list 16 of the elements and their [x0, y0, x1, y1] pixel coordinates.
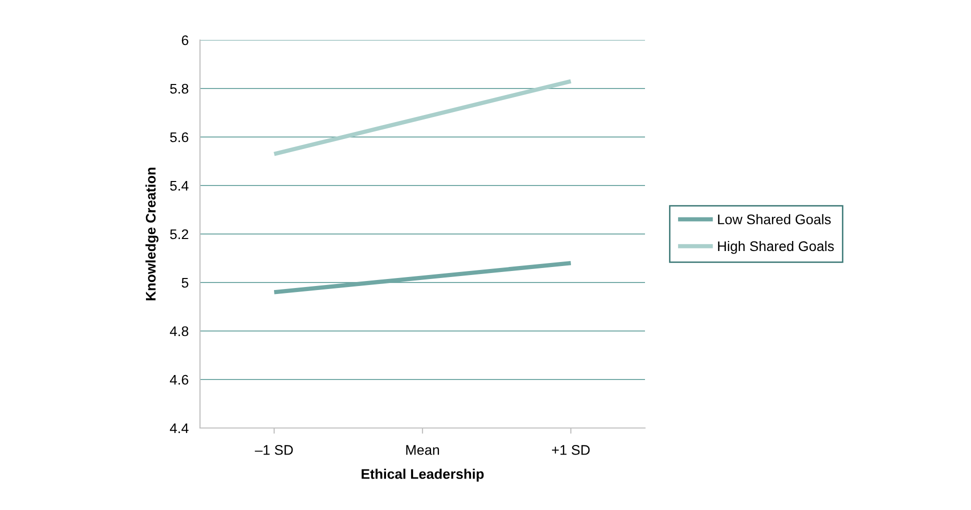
y-tick-label: 5.4: [170, 180, 188, 191]
x-axis-title: Ethical Leadership: [362, 468, 484, 482]
y-tick-label: 5.6: [170, 132, 188, 142]
x-tick-label: –1 SD: [254, 445, 293, 455]
y-tick-label: 4.6: [170, 374, 188, 385]
y-tick-label: 5.2: [170, 229, 188, 240]
legend-label: Low Shared Goals: [718, 214, 831, 224]
y-axis-title: Knowledge Creation: [145, 168, 158, 300]
y-tick-label: 5: [182, 278, 188, 288]
y-tick-label: 5.8: [170, 84, 188, 94]
y-tick-label: 4.4: [170, 423, 188, 434]
x-tick-label: +1 SD: [552, 445, 590, 455]
legend-label: High Shared Goals: [718, 240, 834, 254]
x-tick-label: Mean: [406, 445, 439, 455]
y-tick-label: 6: [182, 35, 188, 46]
y-tick-label: 4.8: [170, 326, 188, 336]
